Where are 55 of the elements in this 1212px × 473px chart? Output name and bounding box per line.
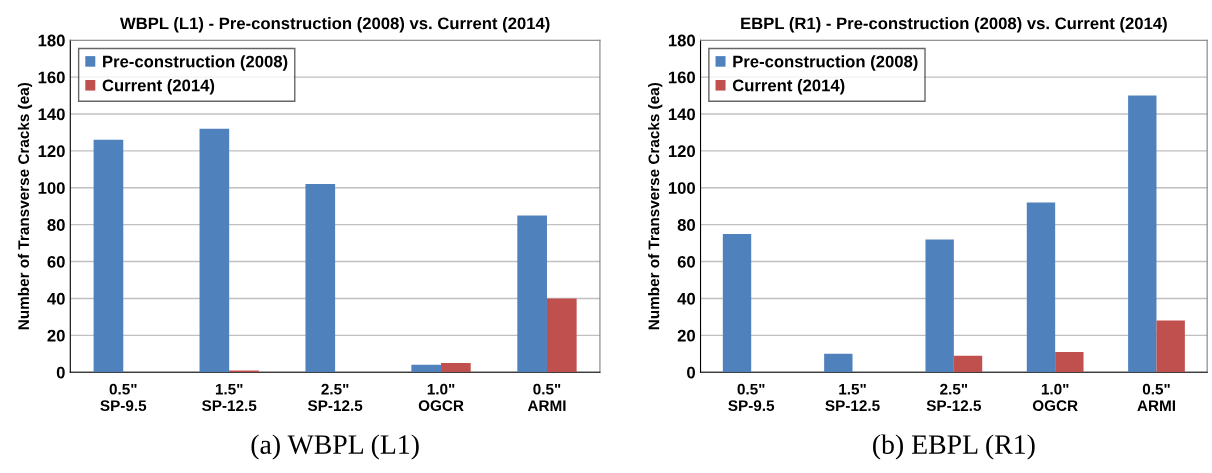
- y-tick-label: 180: [38, 34, 65, 47]
- y-tick-label: 160: [668, 71, 695, 84]
- y-tick-label: 40: [47, 292, 65, 305]
- y-tick-label: 180: [668, 34, 695, 47]
- bar: [546, 298, 577, 373]
- y-tick-label: 140: [38, 108, 65, 121]
- bar: [517, 215, 547, 373]
- bar: [824, 353, 853, 373]
- y-tick-label: 0: [56, 366, 65, 379]
- chart-title: EBPL (R1) - Pre-construction (2008) vs. Current (2014): [741, 17, 1167, 33]
- legend-label: Pre-construction (2008): [103, 55, 288, 71]
- y-tick-label: 100: [668, 182, 695, 194]
- y-tick-label: 60: [47, 255, 65, 268]
- y-tick-label: 60: [677, 255, 695, 268]
- y-tick-label: 80: [677, 219, 695, 231]
- bar: [1026, 202, 1056, 373]
- text: (a) WBPL (L1): [251, 434, 419, 460]
- legend-label: Current (2014): [102, 79, 215, 95]
- legend-label: Current (2014): [732, 79, 845, 95]
- text: (b) EBPL (R1): [873, 434, 1035, 460]
- x-tick-label: 1.5" SP-12.5: [825, 383, 880, 412]
- y-tick-label: 120: [38, 145, 65, 158]
- y-tick-label: 100: [38, 182, 65, 194]
- bar: [305, 184, 336, 373]
- y-tick-label: 120: [668, 145, 695, 158]
- bar: [411, 364, 442, 373]
- x-tick-label: 0.5" ARMI: [1137, 383, 1175, 411]
- chart-title: WBPL (L1) - Pre-construction (2008) vs. Current (2014): [119, 17, 550, 33]
- x-tick-label: 1.5" SP-12.5: [202, 383, 257, 412]
- y-axis-title: Number of Transverse Cracks (ea): [17, 83, 33, 330]
- x-tick-label: 0.5" ARMI: [527, 383, 566, 411]
- y-tick-label: 20: [47, 329, 65, 342]
- y-axis-title: Number of Transverse Cracks (ea): [648, 83, 663, 330]
- bar: [722, 233, 752, 373]
- x-tick-label: 1.0" OGCR: [1032, 383, 1078, 412]
- y-tick-label: 20: [677, 329, 695, 342]
- y-tick-label: 80: [47, 219, 65, 231]
- bar: [1055, 351, 1084, 373]
- x-tick-label: 2.5" SP-12.5: [926, 383, 982, 412]
- bar: [93, 139, 124, 373]
- x-tick-label: 0.5" SP-9.5: [100, 383, 147, 412]
- bar: [199, 128, 230, 373]
- y-tick-label: 40: [677, 292, 695, 305]
- y-tick-label: 160: [38, 71, 65, 84]
- bar: [1156, 320, 1185, 373]
- bar: [953, 355, 983, 373]
- y-tick-label: 0: [687, 366, 695, 379]
- bar: [441, 363, 471, 373]
- legend-label: Pre-construction (2008): [733, 55, 918, 71]
- bar: [925, 239, 954, 373]
- x-tick-label: 1.0" OGCR: [418, 383, 464, 412]
- x-tick-label: 0.5" SP-9.5: [728, 383, 775, 412]
- y-tick-label: 140: [668, 108, 695, 121]
- bar: [1128, 95, 1157, 373]
- x-tick-label: 2.5" SP-12.5: [307, 383, 363, 412]
